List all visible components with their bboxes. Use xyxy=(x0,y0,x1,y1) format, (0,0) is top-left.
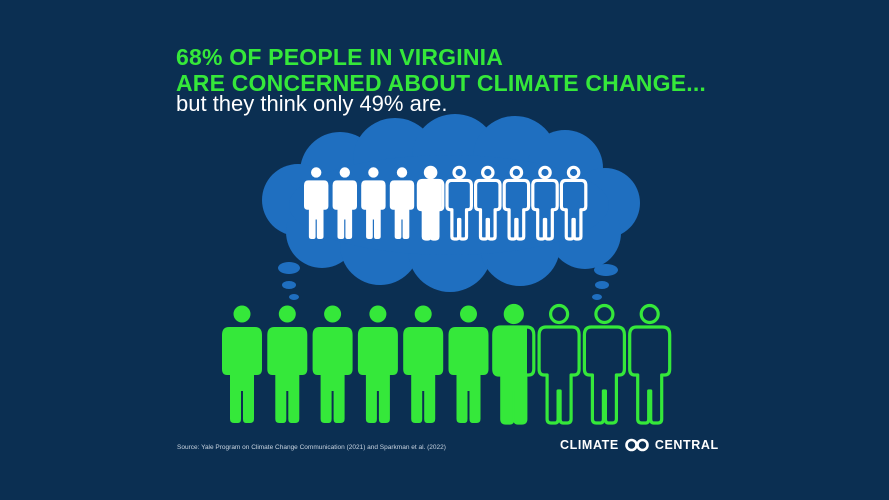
perceived-person-icon-8 xyxy=(502,165,531,241)
perceived-person-icon-4 xyxy=(389,167,415,239)
actual-person-icon-1 xyxy=(222,305,262,423)
actual-person-icon-4 xyxy=(357,305,398,423)
actual-person-icon-10 xyxy=(628,303,672,425)
actual-person-icon-5 xyxy=(403,305,444,423)
headline-line-1: 68% OF PEOPLE IN VIRGINIA xyxy=(176,44,504,70)
infinity-loop-icon xyxy=(625,438,649,452)
perceived-person-icon-9 xyxy=(531,165,559,241)
actual-people-row xyxy=(222,303,672,425)
logo-text-climate: CLIMATE xyxy=(560,438,619,452)
logo-text-central: CENTRAL xyxy=(654,438,719,452)
headline-subline: but they think only 49% are. xyxy=(176,91,448,116)
perceived-person-icon-6 xyxy=(445,165,474,241)
actual-person-icon-2 xyxy=(267,305,308,423)
actual-person-icon-6 xyxy=(448,305,489,423)
thought-bubbles xyxy=(278,262,618,300)
headline: 68% OF PEOPLE IN VIRGINIA ARE CONCERNED … xyxy=(176,44,706,96)
actual-person-icon-3 xyxy=(312,305,353,423)
perceived-person-icon-5 xyxy=(416,165,445,241)
perceived-person-icon-3 xyxy=(361,167,386,239)
actual-person-icon-8 xyxy=(537,303,581,425)
perceived-people-row xyxy=(304,165,588,241)
perceived-person-icon-1 xyxy=(304,167,329,239)
perceived-person-icon-7 xyxy=(474,165,502,241)
headline-line-2: ARE CONCERNED ABOUT CLIMATE CHANGE... xyxy=(176,70,707,96)
actual-person-icon-9 xyxy=(582,303,627,425)
actual-person-icon-7 xyxy=(492,303,536,425)
source-note: Source: Yale Program on Climate Change C… xyxy=(177,444,446,451)
perceived-person-icon-2 xyxy=(332,167,357,239)
perceived-person-icon-10 xyxy=(559,165,588,241)
climate-central-logo: CLIMATE CENTRAL xyxy=(560,438,719,452)
